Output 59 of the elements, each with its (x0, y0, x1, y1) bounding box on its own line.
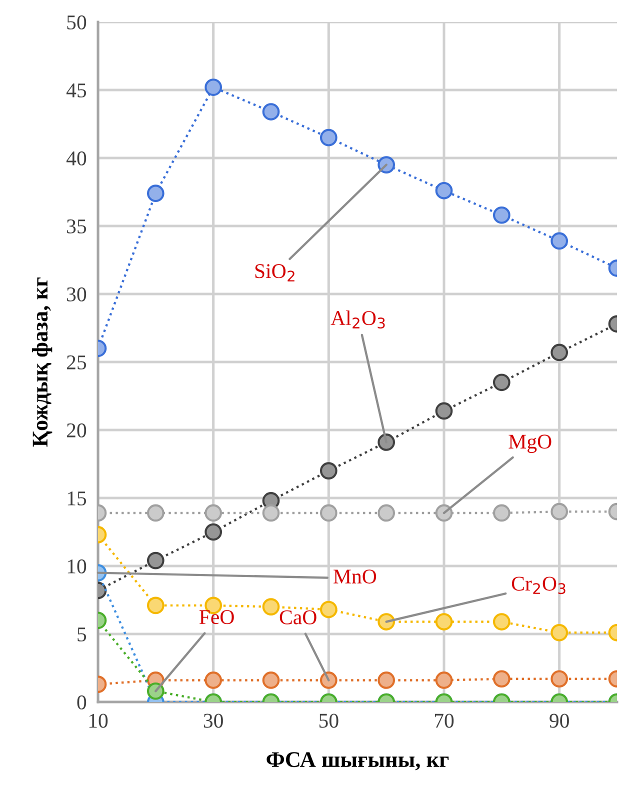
point (146, 596, 164, 614)
y-tick-label: 5 (78, 628, 86, 642)
series-label: Cr$_{2}$O$_{3}$ (512, 576, 566, 594)
x-axis-title: ФСА шығыны, кг (266, 752, 449, 770)
point (320, 128, 338, 146)
point (435, 182, 453, 200)
point (146, 504, 164, 522)
point (492, 670, 510, 688)
y-tick-label: 40 (66, 151, 86, 166)
point (550, 502, 568, 520)
y-tick-label: 0 (77, 695, 86, 710)
point (262, 504, 280, 522)
x-tick-label: 10 (89, 714, 108, 728)
y-axis-title: Қождық фаза, кг (32, 277, 52, 447)
text: CaO (280, 610, 316, 624)
point (204, 672, 222, 689)
point (378, 672, 396, 689)
text: FeO (199, 610, 234, 624)
point (320, 600, 338, 618)
text: MnO (334, 570, 376, 584)
point (204, 504, 222, 522)
point (204, 523, 222, 541)
y-tick-label: 20 (66, 423, 86, 438)
y-tick-label: 35 (67, 219, 86, 234)
point (435, 672, 453, 689)
y-tick-label: 25 (66, 355, 86, 370)
point (492, 504, 510, 522)
point (262, 103, 280, 120)
x-tick-label: 90 (550, 714, 569, 728)
text: MgO (508, 434, 552, 453)
x-tick-label: 50 (319, 714, 338, 728)
point (435, 613, 453, 630)
y-tick-label: 30 (67, 287, 86, 302)
point (492, 613, 510, 630)
point (550, 624, 568, 642)
point (262, 598, 280, 616)
text: Al$_{2}$O$_{3}$ (330, 310, 385, 329)
point (492, 206, 510, 224)
text: SiO$_{2}$ (255, 264, 294, 282)
point (378, 504, 396, 522)
point (435, 402, 453, 420)
x-tick-label: 70 (434, 714, 454, 728)
point (550, 344, 568, 362)
point (492, 374, 510, 392)
y-tick-label: 45 (66, 84, 86, 98)
point (550, 232, 568, 250)
point (378, 434, 396, 451)
point (146, 184, 164, 202)
point (320, 462, 338, 480)
point (378, 613, 396, 630)
point (320, 504, 338, 522)
point (550, 670, 568, 688)
y-tick-label: 10 (68, 559, 86, 574)
x-tick-label: 30 (204, 714, 223, 728)
point (204, 78, 222, 96)
y-tick-label: 50 (67, 15, 86, 30)
point (146, 552, 164, 570)
point (262, 672, 280, 689)
y-tick-label: 15 (68, 491, 86, 506)
